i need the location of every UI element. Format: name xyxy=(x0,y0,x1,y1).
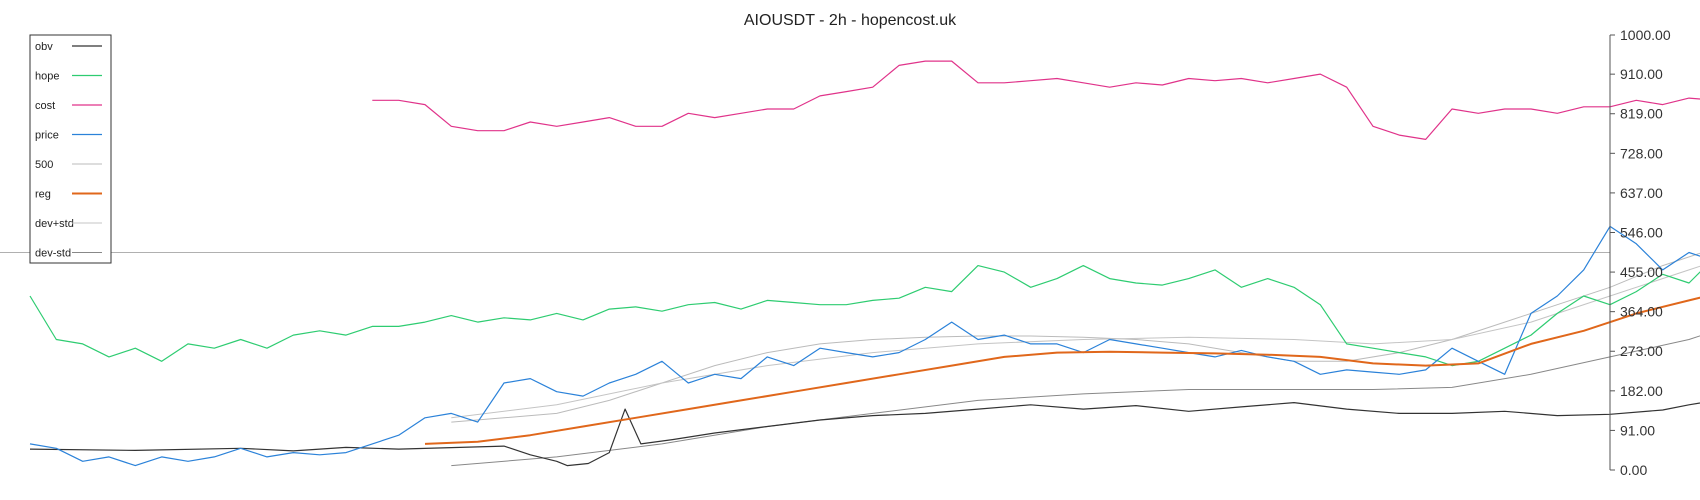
legend-label: dev+std xyxy=(35,218,74,230)
series-line-500 xyxy=(451,252,1700,423)
series-layer xyxy=(29,60,1700,467)
y-tick-label: 91.00 xyxy=(1620,422,1655,438)
y-tick-label: 819.00 xyxy=(1620,106,1663,122)
legend-label: dev-std xyxy=(35,248,71,260)
y-tick-label: 273.00 xyxy=(1620,343,1663,359)
legend-label: obv xyxy=(35,41,53,53)
series-line-obv xyxy=(29,402,1700,467)
y-tick-label: 1000.00 xyxy=(1620,27,1671,43)
y-tick-label: 182.00 xyxy=(1620,383,1663,399)
series-line-hope xyxy=(29,265,1700,367)
chart-title: AIOUSDT - 2h - hopencost.uk xyxy=(744,12,957,29)
legend: obv hope cost price 500 reg dev+std dev-std xyxy=(29,34,112,264)
y-axis: 1000.00 910.00 819.00 728.00 637.00 546.00 455… xyxy=(1609,27,1671,478)
legend-box xyxy=(29,34,112,264)
y-tick-label: 910.00 xyxy=(1620,66,1663,82)
legend-label: reg xyxy=(35,189,51,201)
legend-label: price xyxy=(35,130,59,142)
series-line-cost xyxy=(372,60,1700,140)
y-tick-label: 364.00 xyxy=(1620,304,1663,320)
legend-label: 500 xyxy=(35,159,53,171)
y-tick-label: 0.00 xyxy=(1620,462,1647,478)
series-line-dev-std xyxy=(451,335,1700,467)
series-line-price xyxy=(29,225,1700,467)
y-tick-label: 546.00 xyxy=(1620,224,1663,240)
series-line-reg xyxy=(424,296,1700,445)
series-line-dev-std xyxy=(451,265,1700,419)
legend-label: hope xyxy=(35,71,59,83)
y-tick-label: 637.00 xyxy=(1620,185,1663,201)
y-tick-label: 455.00 xyxy=(1620,264,1663,280)
y-tick-label: 728.00 xyxy=(1620,145,1663,161)
legend-label: cost xyxy=(35,100,55,112)
